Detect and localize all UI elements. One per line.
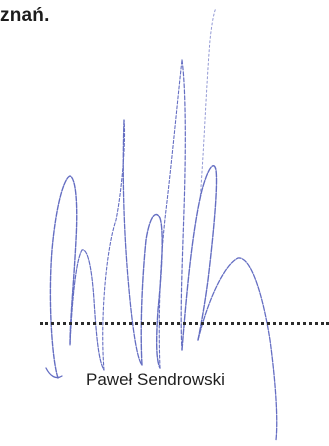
signature-line (40, 322, 329, 325)
place-date-fragment: znań. (0, 5, 50, 26)
signer-name: Paweł Sendrowski (86, 370, 225, 389)
